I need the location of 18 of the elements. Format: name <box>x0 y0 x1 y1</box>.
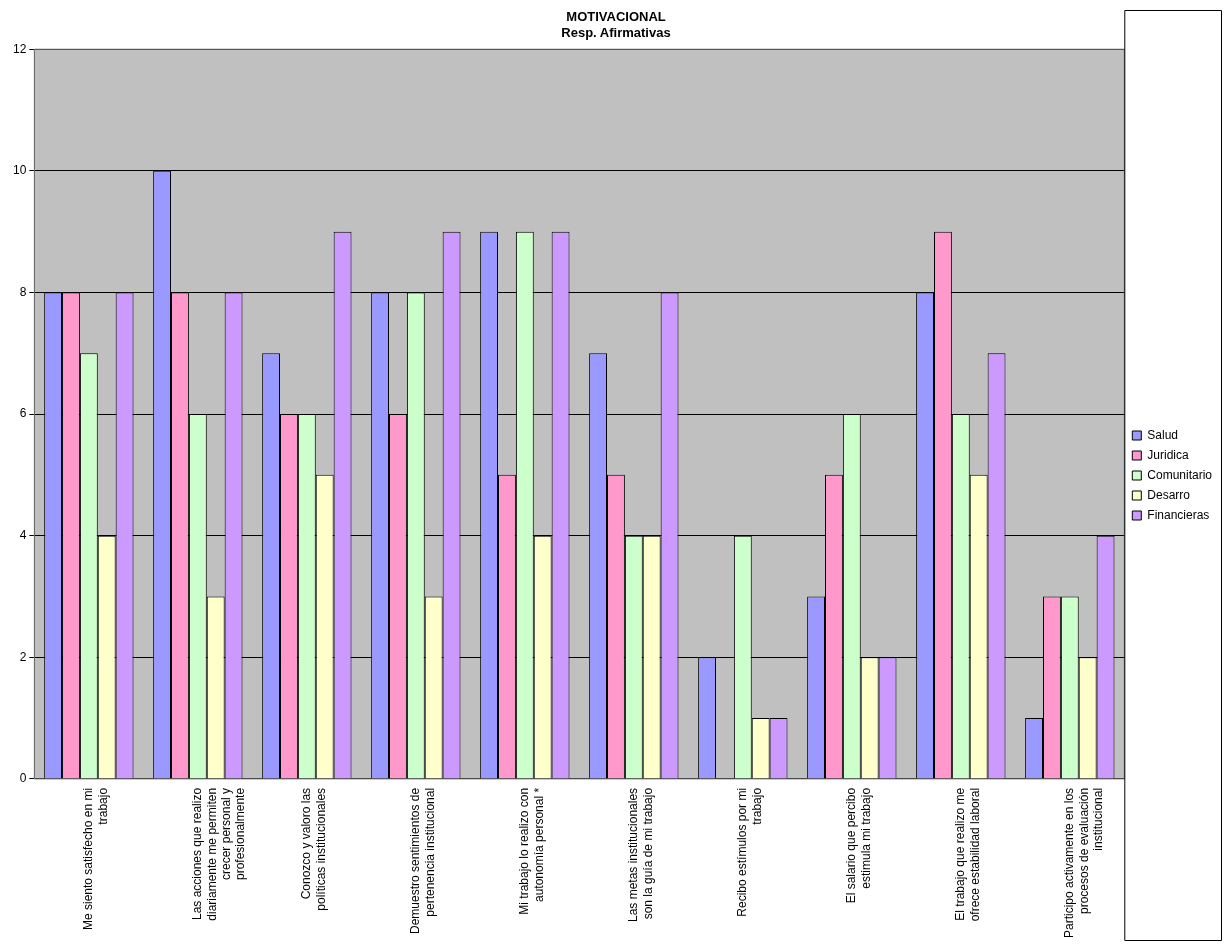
y-tick-label: 12 <box>12 41 27 56</box>
y-tick-label: 0 <box>19 771 27 786</box>
x-tick-label: Las acciones que realizo diariamente me permiten crecer personal y profesionalmente <box>190 787 248 921</box>
legend-label: Salud <box>1147 427 1179 442</box>
x-tick-label: Me siento satisfecho en mi trabajo <box>81 787 110 930</box>
y-tick-label: 2 <box>19 649 27 664</box>
legend-label: Financieras <box>1147 507 1210 522</box>
legend-label: Juridica <box>1147 447 1189 462</box>
legend-label: Comunitario <box>1147 467 1213 482</box>
y-tick-label: 10 <box>12 163 27 178</box>
chart-title: MOTIVACIONAL <box>566 9 666 25</box>
y-tick-label: 8 <box>19 284 27 299</box>
legend-label: Desarro <box>1147 487 1191 502</box>
x-tick-label: Recibo estímulos por mi trabajo <box>735 787 764 917</box>
y-tick-label: 4 <box>19 528 27 542</box>
x-tick-label: Participo activamente en los procesos de evaluación institucional <box>1062 787 1105 938</box>
y-tick-label: 6 <box>19 406 27 421</box>
chart-subtitle: Resp. Afirmativas <box>561 24 671 40</box>
